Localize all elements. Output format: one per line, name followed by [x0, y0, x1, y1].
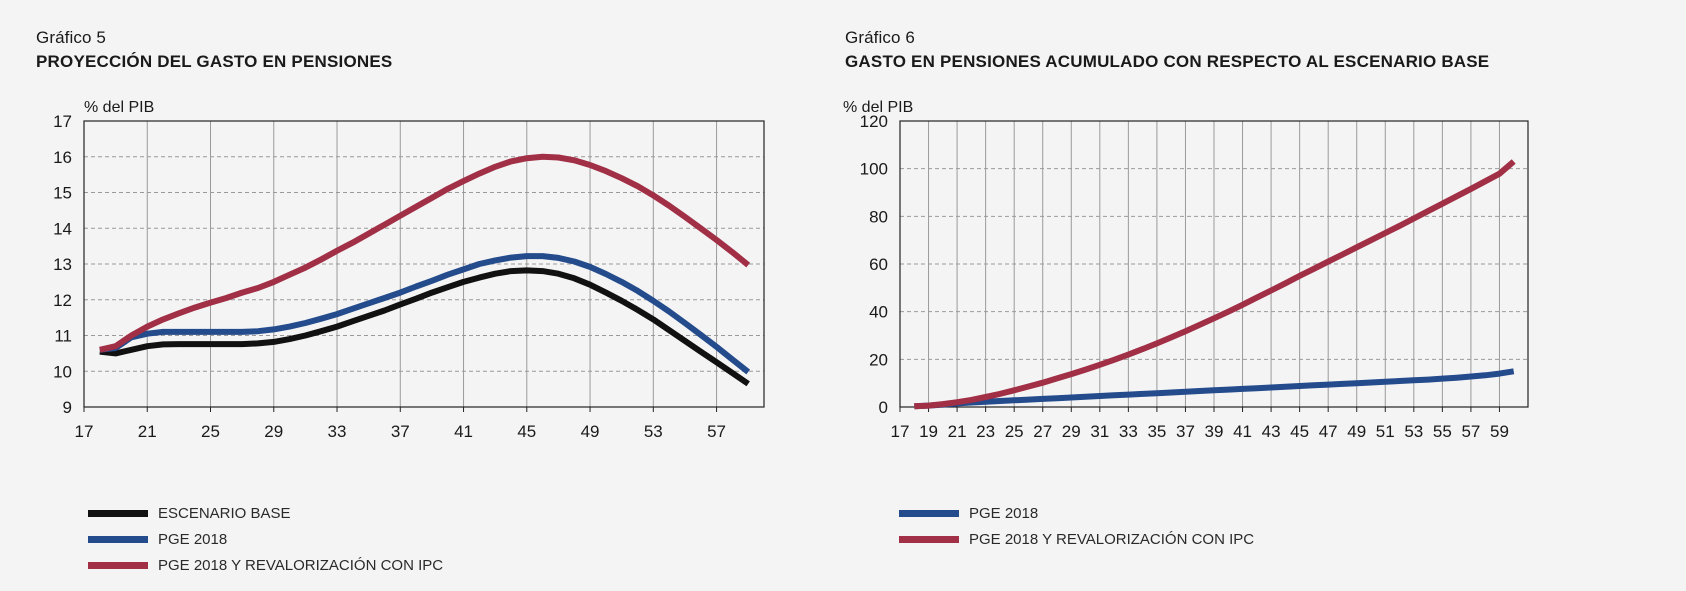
legend-swatch	[88, 509, 148, 517]
chart-title: GASTO EN PENSIONES ACUMULADO CON RESPECT…	[845, 52, 1490, 71]
series-line-black	[99, 267, 750, 387]
legend: ESCENARIO BASE PGE 2018 PGE 2018 Y REVALOR…	[88, 500, 443, 578]
legend-label: ESCENARIO BASE	[158, 504, 291, 522]
y-unit-label: % del PIB	[843, 99, 913, 116]
y-tick-label: 12	[53, 291, 72, 310]
chart-panel-5: Gráfico 5 PROYECCIÓN DEL GASTO EN PENSIO…	[36, 28, 765, 578]
x-tick-label: 25	[201, 422, 220, 441]
series-line-red	[914, 159, 1516, 410]
x-tick-label: 33	[1119, 422, 1138, 441]
legend-swatch	[899, 509, 959, 517]
y-unit-label: % del PIB	[84, 99, 154, 116]
y-tick-label: 14	[53, 219, 72, 238]
chart-number: Gráfico 6	[845, 28, 915, 47]
x-tick-label: 41	[454, 422, 473, 441]
x-tick-label: 45	[517, 422, 536, 441]
x-tick-label: 33	[328, 422, 347, 441]
y-tick-label: 60	[869, 255, 888, 274]
x-tick-label: 45	[1290, 422, 1309, 441]
legend-swatch	[88, 561, 148, 569]
y-tick-label: 20	[869, 350, 888, 369]
x-tick-label: 37	[1176, 422, 1195, 441]
series-line-red	[99, 153, 751, 353]
legend-label: PGE 2018 Y REVALORIZACIÓN CON IPC	[158, 556, 444, 574]
legend-item: PGE 2018 Y REVALORIZACIÓN CON IPC	[88, 552, 443, 578]
chart-title: PROYECCIÓN DEL GASTO EN PENSIONES	[36, 52, 393, 71]
x-tick-label: 53	[644, 422, 663, 441]
x-tick-label: 19	[919, 422, 938, 441]
x-tick-label: 57	[707, 422, 726, 441]
chart-number: Gráfico 5	[36, 28, 106, 47]
x-tick-label: 57	[1461, 422, 1480, 441]
x-tick-label: 25	[1005, 422, 1024, 441]
chart-panel-6: Gráfico 6 GASTO EN PENSIONES ACUMULADO C…	[843, 0, 1686, 591]
x-tick-label: 29	[264, 422, 283, 441]
plot-frame	[83, 120, 765, 408]
series-line-blue	[914, 368, 1515, 410]
legend-label: PGE 2018	[969, 504, 1039, 522]
x-tick-label: 39	[1205, 422, 1224, 441]
x-tick-label: 21	[138, 422, 157, 441]
y-tick-label: 0	[879, 398, 888, 417]
x-tick-label: 47	[1319, 422, 1338, 441]
x-tick-label: 59	[1490, 422, 1509, 441]
y-tick-label: 13	[53, 255, 72, 274]
legend-swatch	[88, 535, 148, 543]
x-tick-label: 55	[1433, 422, 1452, 441]
legend-label: PGE 2018	[158, 530, 228, 548]
x-tick-label: 23	[976, 422, 995, 441]
series-line-blue	[99, 253, 751, 375]
x-tick-label: 53	[1404, 422, 1423, 441]
y-tick-label: 10	[53, 362, 72, 381]
x-tick-label: 17	[891, 422, 910, 441]
x-tick-label: 27	[1033, 422, 1052, 441]
y-tick-label: 80	[869, 207, 888, 226]
y-tick-label: 100	[860, 160, 888, 179]
x-tick-label: 37	[391, 422, 410, 441]
y-tick-label: 16	[53, 148, 72, 167]
x-tick-label: 49	[1347, 422, 1366, 441]
legend-item: PGE 2018 Y REVALORIZACIÓN CON IPC	[899, 526, 1254, 552]
x-tick-label: 43	[1262, 422, 1281, 441]
line-chart-cumulative-spending: % del PIB 0 20 40 60 80 100 120 17 19 21 23 25 27 29 31…	[843, 99, 1529, 441]
legend-label: PGE 2018 Y REVALORIZACIÓN CON IPC	[969, 530, 1255, 548]
y-tick-label: 11	[54, 327, 72, 346]
x-tick-label: 49	[581, 422, 600, 441]
legend-swatch	[899, 535, 959, 543]
x-tick-label: 21	[948, 422, 967, 441]
y-tick-label: 120	[860, 112, 888, 131]
y-tick-label: 15	[53, 184, 72, 203]
legend-item: ESCENARIO BASE	[88, 500, 443, 526]
legend-item: PGE 2018	[88, 526, 443, 552]
x-tick-label: 29	[1062, 422, 1081, 441]
legend-item: PGE 2018	[899, 500, 1254, 526]
y-tick-label: 40	[869, 303, 888, 322]
legend: PGE 2018 PGE 2018 Y REVALORIZACIÓN CON IP…	[899, 500, 1254, 552]
y-tick-label: 17	[53, 112, 72, 131]
line-chart-pension-spending: % del PIB 9 10 11 12 13 14 15 16 17 17 21 25 29 33 37 41…	[53, 99, 765, 441]
x-tick-label: 17	[75, 422, 94, 441]
plot-frame	[899, 120, 1529, 408]
x-tick-label: 51	[1376, 422, 1395, 441]
y-tick-label: 9	[63, 398, 72, 417]
x-tick-label: 35	[1147, 422, 1166, 441]
x-tick-label: 31	[1090, 422, 1109, 441]
x-tick-label: 41	[1233, 422, 1252, 441]
